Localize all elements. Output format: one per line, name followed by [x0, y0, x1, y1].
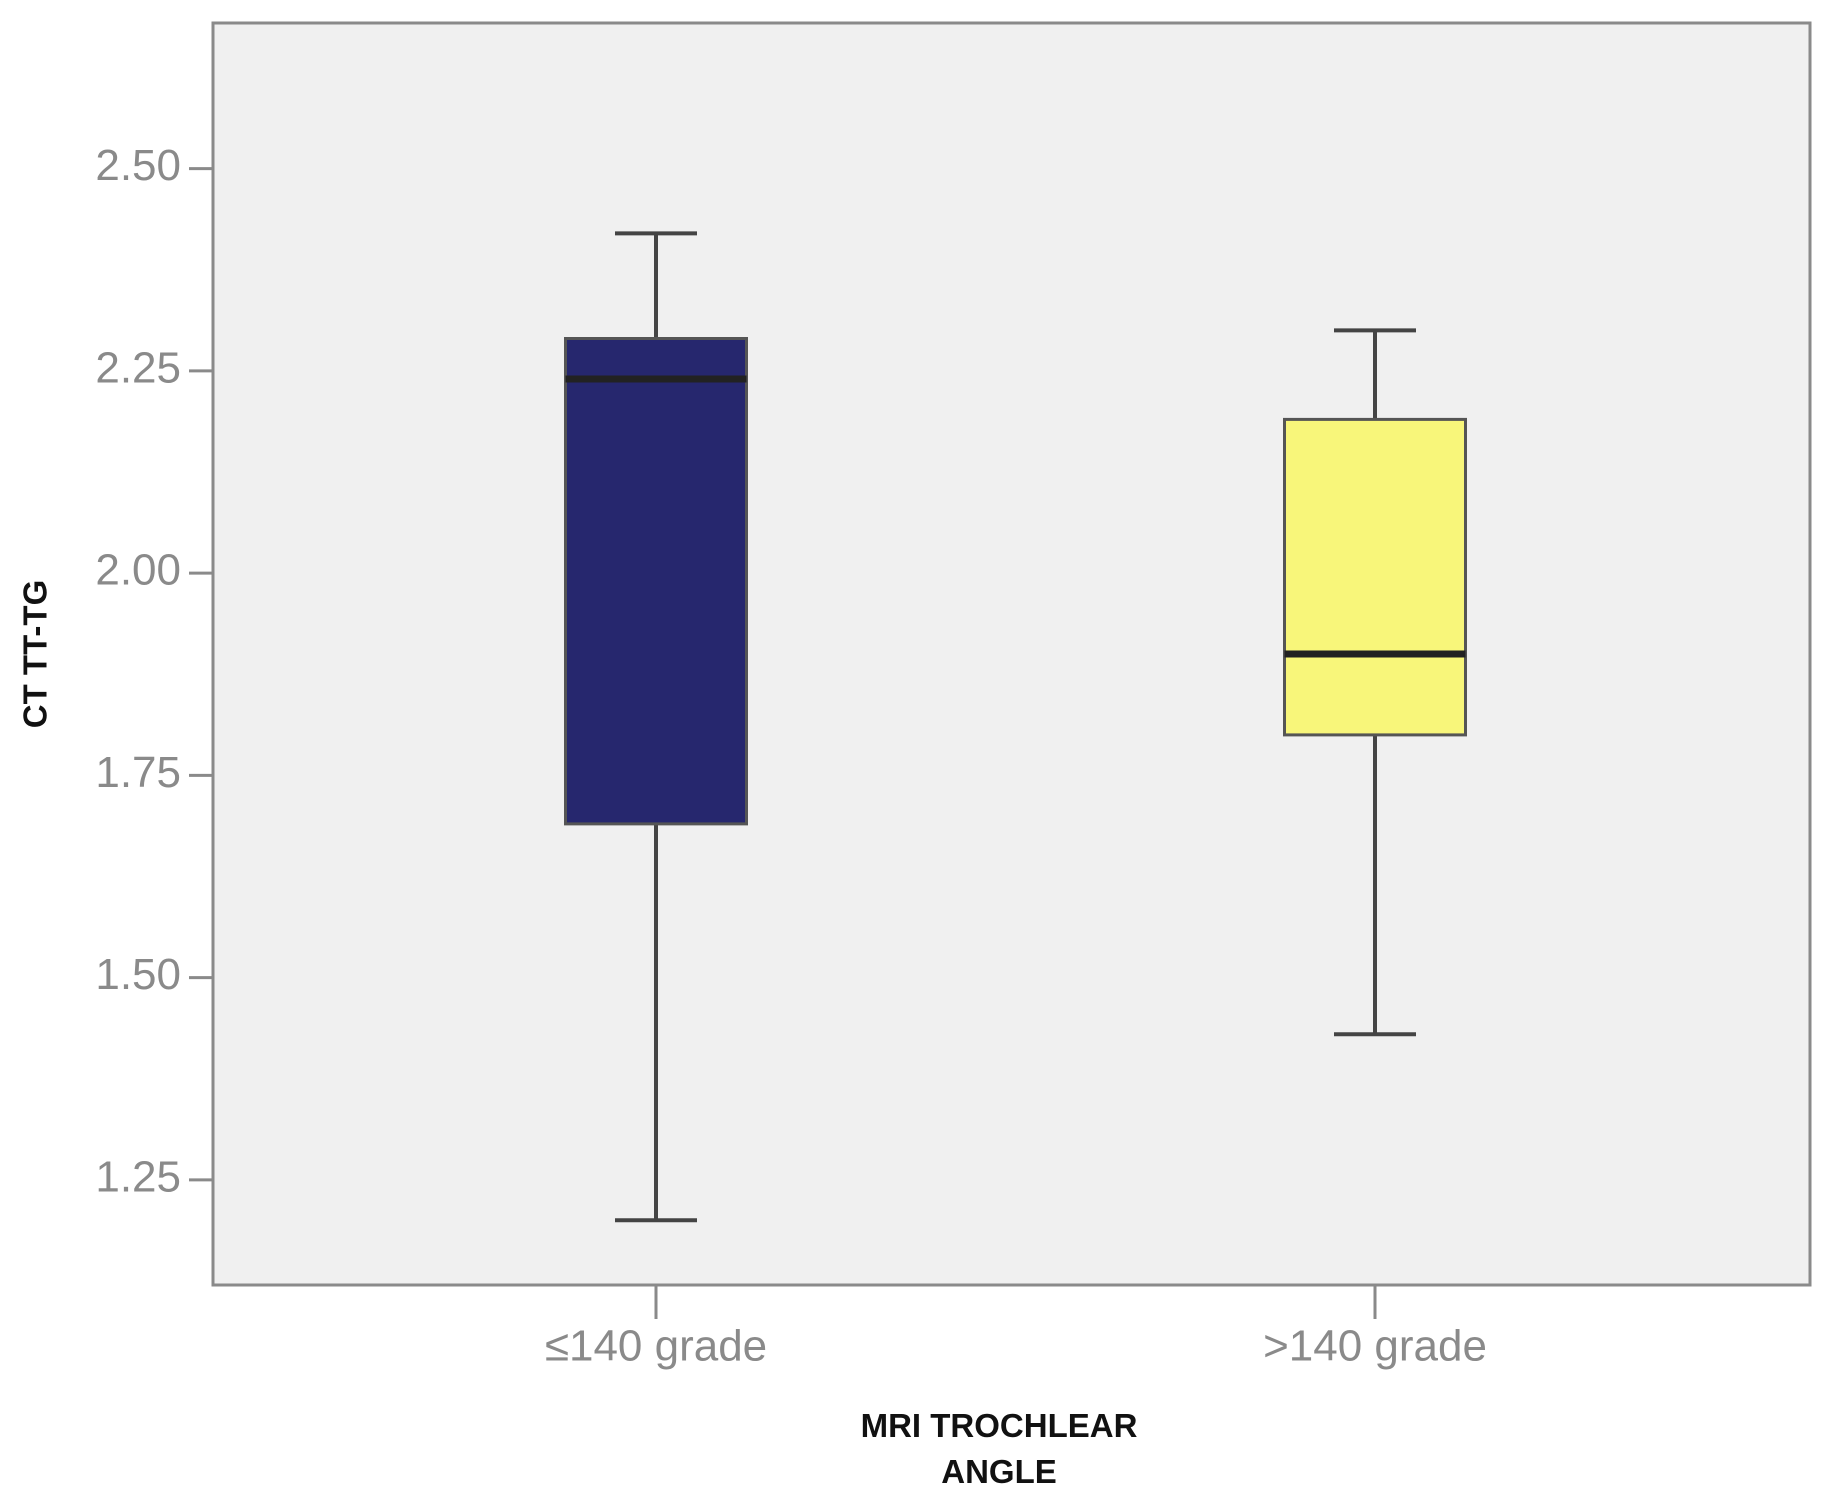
x-axis-title: MRI TROCHLEAR ANGLE — [860, 1407, 1138, 1490]
box — [564, 337, 748, 826]
x-tick-label: >140 grade — [1263, 1322, 1487, 1371]
y-axis-title: CT TT-TG — [17, 580, 54, 728]
x-tick-label: ≤140 grade — [545, 1322, 767, 1371]
box — [1283, 417, 1467, 737]
y-tick-label: 2.00 — [95, 546, 181, 595]
y-tick-label: 2.50 — [95, 141, 181, 190]
y-tick-label: 1.50 — [95, 950, 181, 999]
y-tick-label: 1.25 — [95, 1152, 181, 1201]
y-tick-label: 1.75 — [95, 748, 181, 797]
y-tick-label: 2.25 — [95, 343, 181, 392]
plot-area — [211, 21, 1812, 1287]
